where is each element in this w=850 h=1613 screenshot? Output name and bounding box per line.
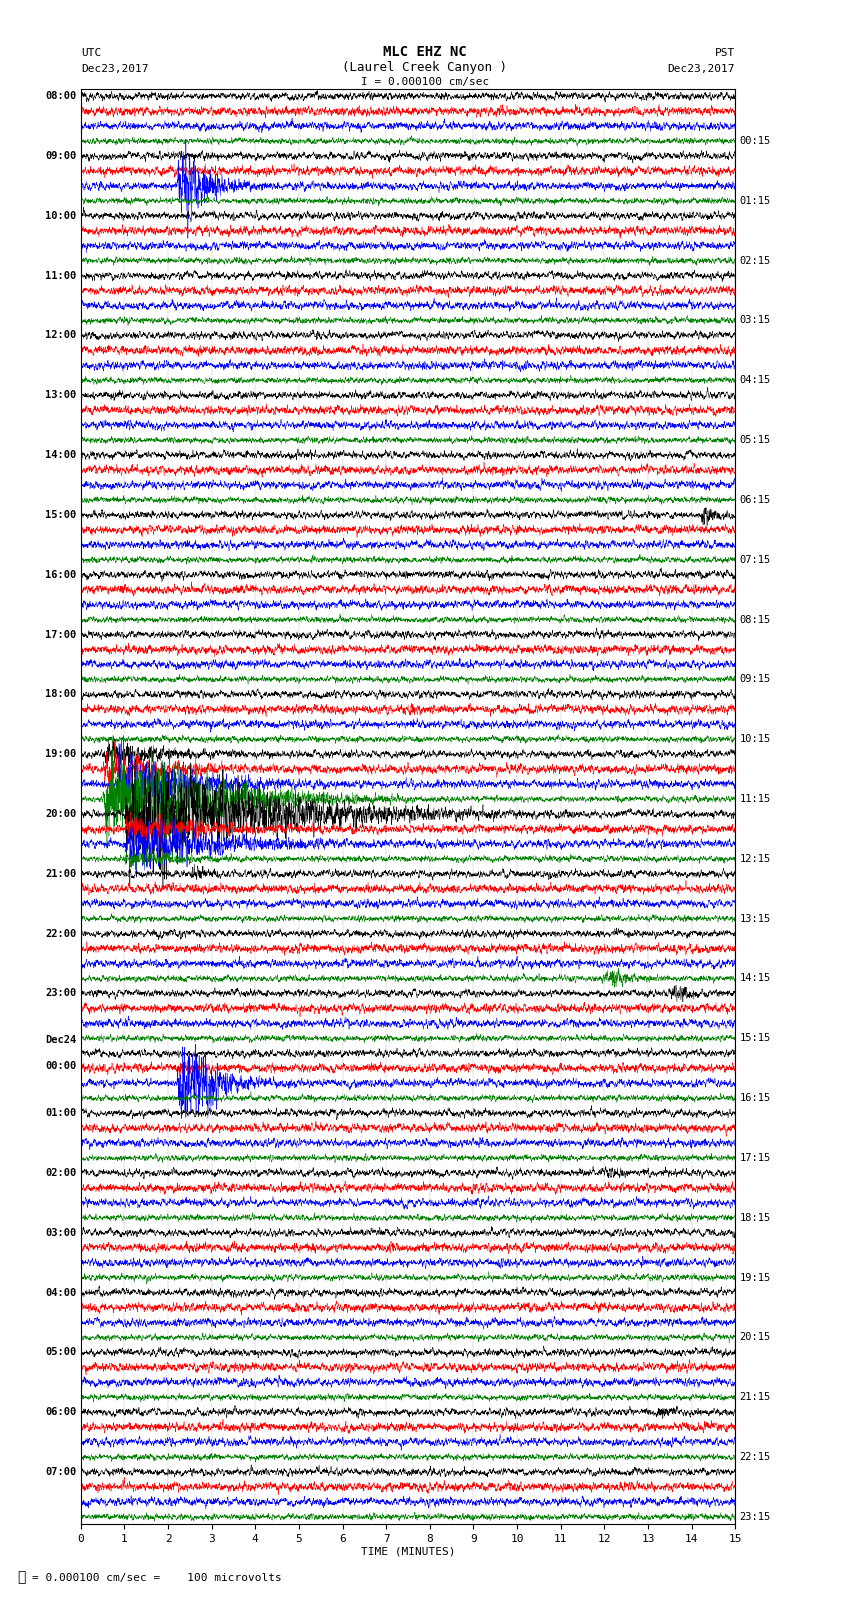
Text: 16:15: 16:15 <box>740 1094 771 1103</box>
Text: 00:15: 00:15 <box>740 135 771 147</box>
Text: 18:00: 18:00 <box>45 689 76 700</box>
Text: 14:00: 14:00 <box>45 450 76 460</box>
Text: = 0.000100 cm/sec =    100 microvolts: = 0.000100 cm/sec = 100 microvolts <box>32 1573 282 1582</box>
X-axis label: TIME (MINUTES): TIME (MINUTES) <box>360 1547 456 1557</box>
Text: UTC: UTC <box>81 48 101 58</box>
Text: 21:00: 21:00 <box>45 869 76 879</box>
Text: 17:15: 17:15 <box>740 1153 771 1163</box>
Text: 12:15: 12:15 <box>740 853 771 865</box>
Text: 10:15: 10:15 <box>740 734 771 744</box>
Text: 15:00: 15:00 <box>45 510 76 519</box>
Text: 22:15: 22:15 <box>740 1452 771 1461</box>
Text: 08:00: 08:00 <box>45 92 76 102</box>
Text: 07:15: 07:15 <box>740 555 771 565</box>
Text: 23:00: 23:00 <box>45 989 76 998</box>
Text: 08:15: 08:15 <box>740 615 771 624</box>
Text: 20:15: 20:15 <box>740 1332 771 1342</box>
Text: 18:15: 18:15 <box>740 1213 771 1223</box>
Text: 09:15: 09:15 <box>740 674 771 684</box>
Text: 12:00: 12:00 <box>45 331 76 340</box>
Text: 03:15: 03:15 <box>740 316 771 326</box>
Text: 04:00: 04:00 <box>45 1287 76 1297</box>
Text: 15:15: 15:15 <box>740 1034 771 1044</box>
Text: 04:15: 04:15 <box>740 376 771 386</box>
Text: 22:00: 22:00 <box>45 929 76 939</box>
Text: 02:00: 02:00 <box>45 1168 76 1177</box>
Text: (Laurel Creek Canyon ): (Laurel Creek Canyon ) <box>343 61 507 74</box>
Text: 06:00: 06:00 <box>45 1407 76 1418</box>
Text: 06:15: 06:15 <box>740 495 771 505</box>
Text: 11:00: 11:00 <box>45 271 76 281</box>
Text: 21:15: 21:15 <box>740 1392 771 1402</box>
Text: I = 0.000100 cm/sec: I = 0.000100 cm/sec <box>361 77 489 87</box>
Text: 19:15: 19:15 <box>740 1273 771 1282</box>
Text: Dec23,2017: Dec23,2017 <box>81 65 148 74</box>
Text: 23:15: 23:15 <box>740 1511 771 1521</box>
Text: ⎹: ⎹ <box>17 1571 26 1584</box>
Text: 01:00: 01:00 <box>45 1108 76 1118</box>
Text: PST: PST <box>715 48 735 58</box>
Text: 16:00: 16:00 <box>45 569 76 579</box>
Text: Dec23,2017: Dec23,2017 <box>668 65 735 74</box>
Text: 05:00: 05:00 <box>45 1347 76 1357</box>
Text: 05:15: 05:15 <box>740 436 771 445</box>
Text: 10:00: 10:00 <box>45 211 76 221</box>
Text: 17:00: 17:00 <box>45 629 76 639</box>
Text: 07:00: 07:00 <box>45 1466 76 1478</box>
Text: MLC EHZ NC: MLC EHZ NC <box>383 45 467 58</box>
Text: 13:00: 13:00 <box>45 390 76 400</box>
Text: 11:15: 11:15 <box>740 794 771 803</box>
Text: Dec24: Dec24 <box>45 1036 76 1045</box>
Text: 19:00: 19:00 <box>45 748 76 760</box>
Text: 20:00: 20:00 <box>45 810 76 819</box>
Text: 03:00: 03:00 <box>45 1227 76 1237</box>
Text: 00:00: 00:00 <box>45 1061 76 1071</box>
Text: 13:15: 13:15 <box>740 913 771 924</box>
Text: 14:15: 14:15 <box>740 974 771 984</box>
Text: 01:15: 01:15 <box>740 195 771 206</box>
Text: 09:00: 09:00 <box>45 152 76 161</box>
Text: 02:15: 02:15 <box>740 256 771 266</box>
